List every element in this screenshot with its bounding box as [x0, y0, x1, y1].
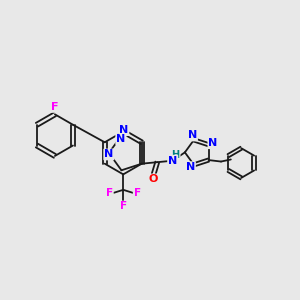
Text: N: N [119, 125, 128, 135]
Text: N: N [208, 138, 217, 148]
Text: F: F [134, 188, 141, 198]
Text: N: N [188, 130, 197, 140]
Text: N: N [116, 134, 125, 144]
Text: N: N [168, 156, 177, 166]
Text: N: N [104, 149, 113, 160]
Text: O: O [148, 174, 158, 184]
Text: F: F [51, 102, 59, 112]
Text: H: H [172, 150, 180, 160]
Text: F: F [106, 188, 113, 198]
Text: F: F [120, 202, 127, 212]
Text: N: N [186, 162, 195, 172]
